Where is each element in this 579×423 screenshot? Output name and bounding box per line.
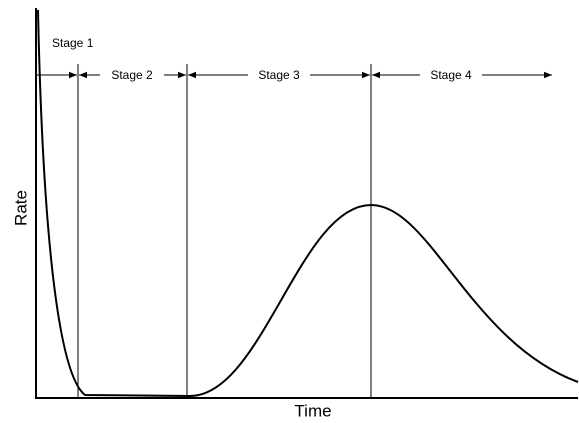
stage-label: Stage 1: [52, 36, 94, 50]
stage-label: Stage 2: [111, 68, 153, 82]
stage-label: Stage 3: [258, 68, 300, 82]
x-axis-label: Time: [294, 401, 331, 420]
rate-curve: [37, 9, 579, 398]
stage-label: Stage 4: [430, 68, 472, 82]
y-axis-label: Rate: [11, 190, 30, 226]
